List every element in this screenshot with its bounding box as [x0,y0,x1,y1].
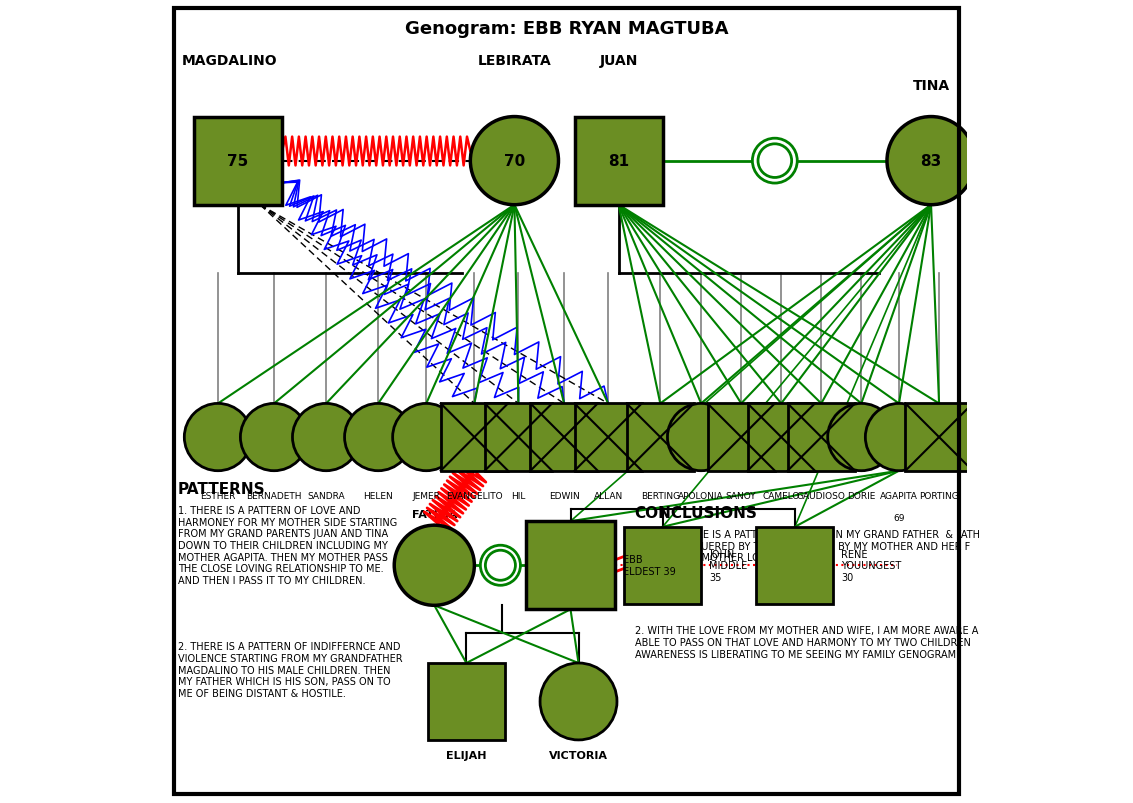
Circle shape [185,404,252,471]
Bar [627,404,693,471]
Text: ALLAN: ALLAN [594,491,623,500]
Text: EVANGELITO: EVANGELITO [446,491,503,500]
Bar [527,521,614,609]
Text: CONCLUSIONS: CONCLUSIONS [634,506,758,520]
Text: 1. THERE IS A PATTERN OF LOVE AND
HARMONEY FOR MY MOTHER SIDE STARTING
FROM MY G: 1. THERE IS A PATTERN OF LOVE AND HARMON… [178,506,398,585]
Bar [624,527,701,604]
Text: JEMER: JEMER [412,491,441,500]
Circle shape [394,525,475,605]
Text: JUAN: JUAN [599,55,638,68]
Text: GAUDIOSO: GAUDIOSO [796,491,845,500]
Circle shape [758,145,792,178]
Circle shape [485,551,516,581]
Text: SANDRA: SANDRA [307,491,344,500]
Text: EBB
ELDEST 39: EBB ELDEST 39 [623,555,675,577]
Bar [748,404,815,471]
Circle shape [667,404,735,471]
Text: 2. WITH THE LOVE FROM MY MOTHER AND WIFE, I AM MORE AWARE A
ABLE TO PASS ON THAT: 2. WITH THE LOVE FROM MY MOTHER AND WIFE… [634,626,978,658]
Text: HELEN: HELEN [364,491,393,500]
Text: 2. THERE IS A PATTERN OF INDIFFERNCE AND
VIOLENCE STARTING FROM MY GRANDFATHER
M: 2. THERE IS A PATTERN OF INDIFFERNCE AND… [178,642,402,698]
Bar [485,404,552,471]
Circle shape [752,139,798,184]
Text: PORTING: PORTING [919,491,959,500]
Text: FATIMA: FATIMA [411,509,457,519]
Text: BERTING: BERTING [640,491,680,500]
Text: EDWIN: EDWIN [548,491,579,500]
Text: 69: 69 [893,514,905,523]
Text: MAGDALINO: MAGDALINO [182,55,278,68]
Circle shape [344,404,412,471]
Circle shape [240,404,308,471]
Bar [428,663,505,740]
Text: 75: 75 [228,154,248,169]
Text: 83: 83 [920,154,942,169]
Circle shape [393,404,460,471]
Text: Genogram: EBB RYAN MAGTUBA: Genogram: EBB RYAN MAGTUBA [404,20,729,39]
Bar [574,404,641,471]
Bar [787,404,855,471]
Circle shape [480,545,520,585]
Text: RENE
YOUUNGEST
30: RENE YOUUNGEST 30 [842,549,902,582]
Bar [530,404,598,471]
Bar [441,404,508,471]
Text: CAMELO: CAMELO [763,491,800,500]
Bar [905,404,973,471]
Bar [574,117,663,206]
Text: BERNADETH: BERNADETH [246,491,301,500]
Text: APOLONIA: APOLONIA [679,491,724,500]
Text: 1. EVEN THERE IS A PATTERN OF ABUSE IN MY GRAND FATHER  & FATH
IT WAS CONQUERED : 1. EVEN THERE IS A PATTERN OF ABUSE IN M… [634,529,980,563]
Text: ESTHER: ESTHER [201,491,236,500]
Text: 70: 70 [504,154,525,169]
Text: LEBIRATA: LEBIRATA [477,55,552,68]
Text: SANOY: SANOY [726,491,757,500]
Text: 81: 81 [608,154,629,169]
Circle shape [540,663,617,740]
Bar [194,117,282,206]
Text: DORIE: DORIE [847,491,876,500]
Circle shape [470,117,559,206]
Text: JOHN
MIDDLE
35: JOHN MIDDLE 35 [709,549,748,582]
Circle shape [866,404,932,471]
Text: AGAPITA: AGAPITA [880,491,918,500]
Circle shape [828,404,895,471]
Bar [707,404,775,471]
Text: TINA: TINA [912,79,949,92]
Text: PATTERNS: PATTERNS [178,482,265,496]
Circle shape [292,404,360,471]
Text: VICTORIA: VICTORIA [550,749,608,760]
Circle shape [887,117,976,206]
Bar [757,527,833,604]
Text: HIL: HIL [511,491,526,500]
Text: ELIJAH: ELIJAH [446,749,486,760]
